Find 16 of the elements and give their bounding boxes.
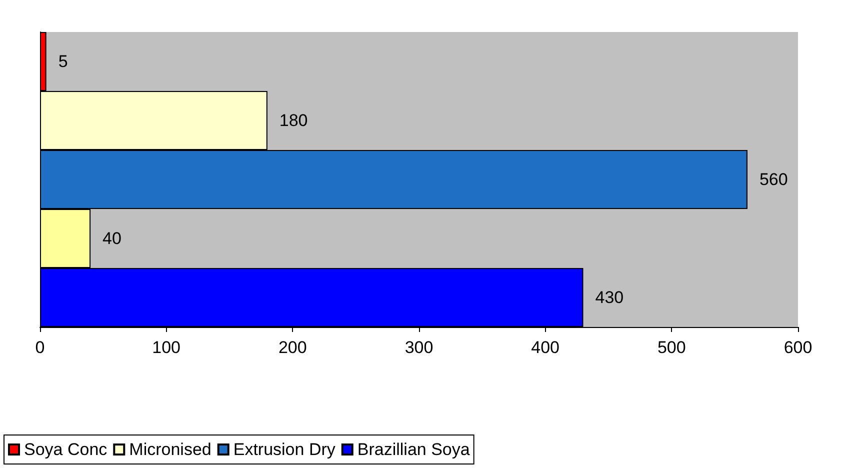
x-tick-label: 300 — [404, 338, 434, 357]
legend-label: Extrusion Dry — [233, 440, 336, 459]
legend-label: Brazillian Soya — [357, 440, 470, 459]
data-label: 430 — [595, 288, 624, 307]
x-tick-label: 0 — [35, 338, 45, 357]
x-tick-label: 100 — [152, 338, 181, 357]
data-label: 560 — [759, 170, 788, 189]
legend-label: Micronised — [129, 440, 212, 459]
x-tick-label: 600 — [784, 338, 812, 357]
data-label: 180 — [279, 111, 308, 130]
x-tick-label: 200 — [278, 338, 307, 357]
x-tick-label: 500 — [657, 338, 686, 357]
x-tick-label: 400 — [531, 338, 560, 357]
data-label: 5 — [58, 52, 68, 71]
data-label: 40 — [102, 229, 122, 248]
legend-label: Soya Conc — [24, 440, 108, 459]
